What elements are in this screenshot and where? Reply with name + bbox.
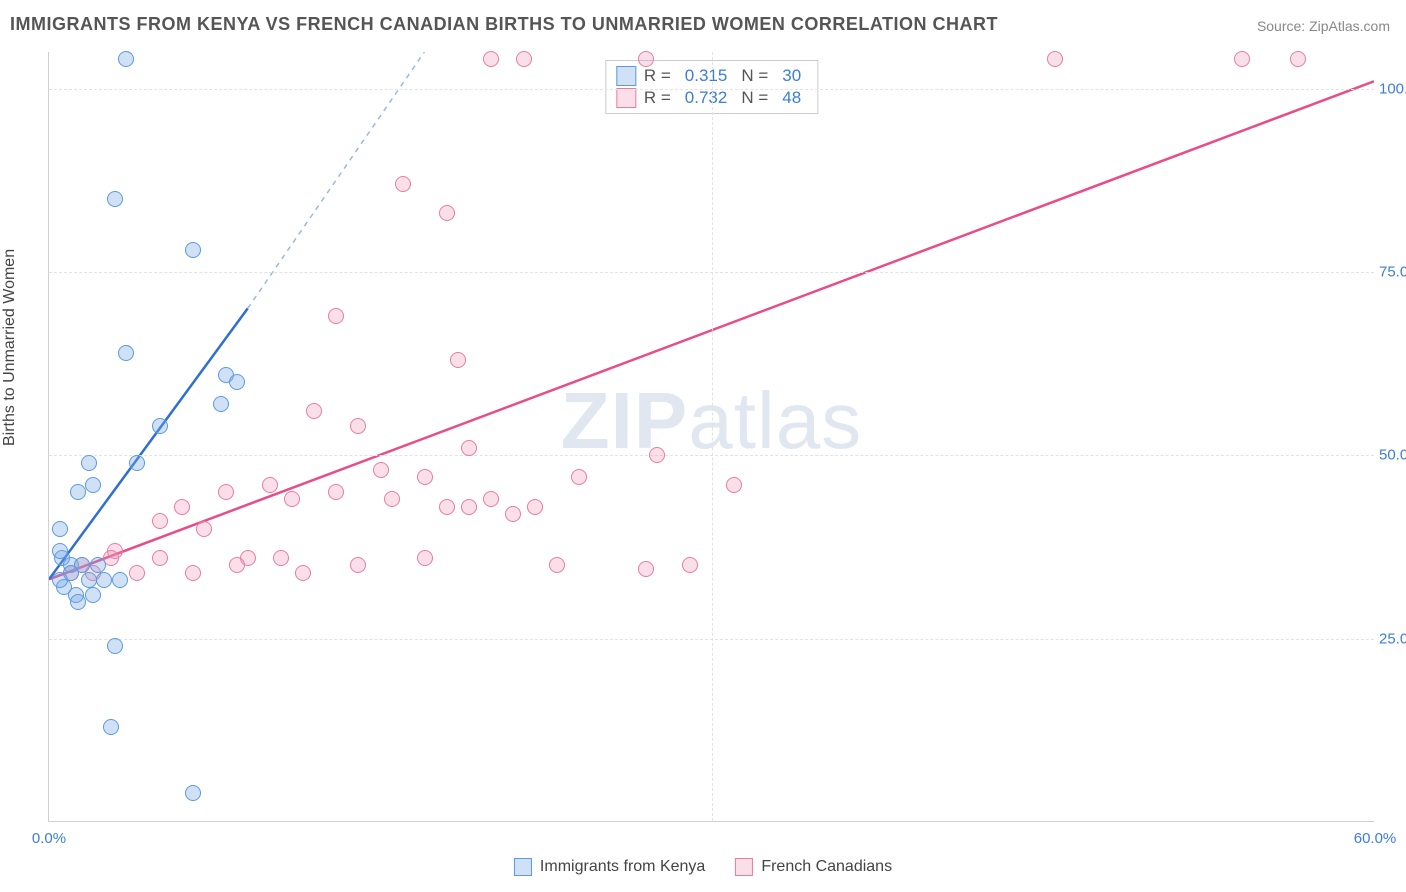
y-axis-label: Births to Unmarried Women	[1, 249, 19, 446]
data-point-pink	[295, 565, 311, 581]
data-point-blue	[185, 242, 201, 258]
data-point-blue	[81, 572, 97, 588]
n-value-pink: 48	[776, 88, 807, 108]
data-point-pink	[328, 308, 344, 324]
data-point-blue	[52, 521, 68, 537]
r-label: R =	[644, 88, 671, 108]
data-point-pink	[350, 418, 366, 434]
data-point-blue	[52, 543, 68, 559]
y-tick-label: 75.0%	[1379, 264, 1406, 281]
data-point-pink	[571, 469, 587, 485]
legend-item-french: French Canadians	[735, 858, 892, 876]
data-point-pink	[461, 499, 477, 515]
data-point-blue	[52, 572, 68, 588]
data-point-blue	[229, 374, 245, 390]
data-point-pink	[1047, 51, 1063, 67]
data-point-pink	[417, 469, 433, 485]
data-point-pink	[682, 557, 698, 573]
data-point-pink	[483, 491, 499, 507]
data-point-pink	[152, 513, 168, 529]
data-point-pink	[350, 557, 366, 573]
source-attribution: Source: ZipAtlas.com	[1257, 18, 1390, 34]
data-point-blue	[103, 719, 119, 735]
r-value-pink: 0.732	[679, 88, 734, 108]
data-point-pink	[726, 477, 742, 493]
data-point-blue	[107, 638, 123, 654]
data-point-blue	[70, 594, 86, 610]
legend-swatch-pink-icon	[735, 858, 753, 876]
data-point-blue	[118, 345, 134, 361]
data-point-blue	[90, 557, 106, 573]
x-tick-label: 0.0%	[32, 830, 66, 847]
watermark-zip: ZIP	[561, 376, 688, 465]
data-point-blue	[96, 572, 112, 588]
data-point-blue	[152, 418, 168, 434]
n-value-blue: 30	[776, 66, 807, 86]
data-point-pink	[373, 462, 389, 478]
data-point-pink	[549, 557, 565, 573]
x-tick-label: 60.0%	[1354, 830, 1397, 847]
data-point-blue	[85, 477, 101, 493]
data-point-pink	[638, 51, 654, 67]
data-point-blue	[107, 191, 123, 207]
legend-label-french: French Canadians	[761, 858, 892, 875]
data-point-pink	[218, 484, 234, 500]
n-label: N =	[741, 88, 768, 108]
data-point-pink	[284, 491, 300, 507]
n-label: N =	[741, 66, 768, 86]
data-point-pink	[483, 51, 499, 67]
data-point-pink	[527, 499, 543, 515]
data-point-pink	[229, 557, 245, 573]
data-point-blue	[118, 51, 134, 67]
data-point-pink	[505, 506, 521, 522]
data-point-pink	[196, 521, 212, 537]
chart-title: IMMIGRANTS FROM KENYA VS FRENCH CANADIAN…	[10, 14, 998, 35]
data-point-blue	[185, 785, 201, 801]
legend-swatch-blue-icon	[514, 858, 532, 876]
data-point-pink	[439, 205, 455, 221]
data-point-pink	[262, 477, 278, 493]
data-point-pink	[1290, 51, 1306, 67]
data-point-pink	[1234, 51, 1250, 67]
data-point-pink	[417, 550, 433, 566]
data-point-blue	[81, 455, 97, 471]
data-point-pink	[152, 550, 168, 566]
y-tick-label: 25.0%	[1379, 630, 1406, 647]
data-point-pink	[185, 565, 201, 581]
r-label: R =	[644, 66, 671, 86]
data-point-pink	[273, 550, 289, 566]
data-point-pink	[174, 499, 190, 515]
data-point-pink	[461, 440, 477, 456]
legend-label-kenya: Immigrants from Kenya	[540, 858, 705, 875]
data-point-blue	[213, 396, 229, 412]
data-point-pink	[384, 491, 400, 507]
data-point-pink	[649, 447, 665, 463]
y-tick-label: 100.0%	[1379, 80, 1406, 97]
gridline-v	[712, 52, 713, 821]
data-point-blue	[85, 587, 101, 603]
data-point-pink	[638, 561, 654, 577]
scatter-chart: ZIPatlas R = 0.315 N = 30 R = 0.732 N = …	[48, 52, 1374, 822]
legend-swatch-blue	[616, 66, 636, 86]
data-point-blue	[112, 572, 128, 588]
data-point-pink	[450, 352, 466, 368]
legend-swatch-pink	[616, 88, 636, 108]
data-point-blue	[129, 455, 145, 471]
legend-item-kenya: Immigrants from Kenya	[514, 858, 705, 876]
data-point-blue	[70, 484, 86, 500]
data-point-pink	[306, 403, 322, 419]
y-tick-label: 50.0%	[1379, 447, 1406, 464]
series-legend: Immigrants from Kenya French Canadians	[514, 858, 892, 876]
r-value-blue: 0.315	[679, 66, 734, 86]
data-point-pink	[516, 51, 532, 67]
watermark-atlas: atlas	[688, 376, 862, 465]
data-point-pink	[395, 176, 411, 192]
data-point-pink	[328, 484, 344, 500]
data-point-pink	[439, 499, 455, 515]
data-point-pink	[129, 565, 145, 581]
